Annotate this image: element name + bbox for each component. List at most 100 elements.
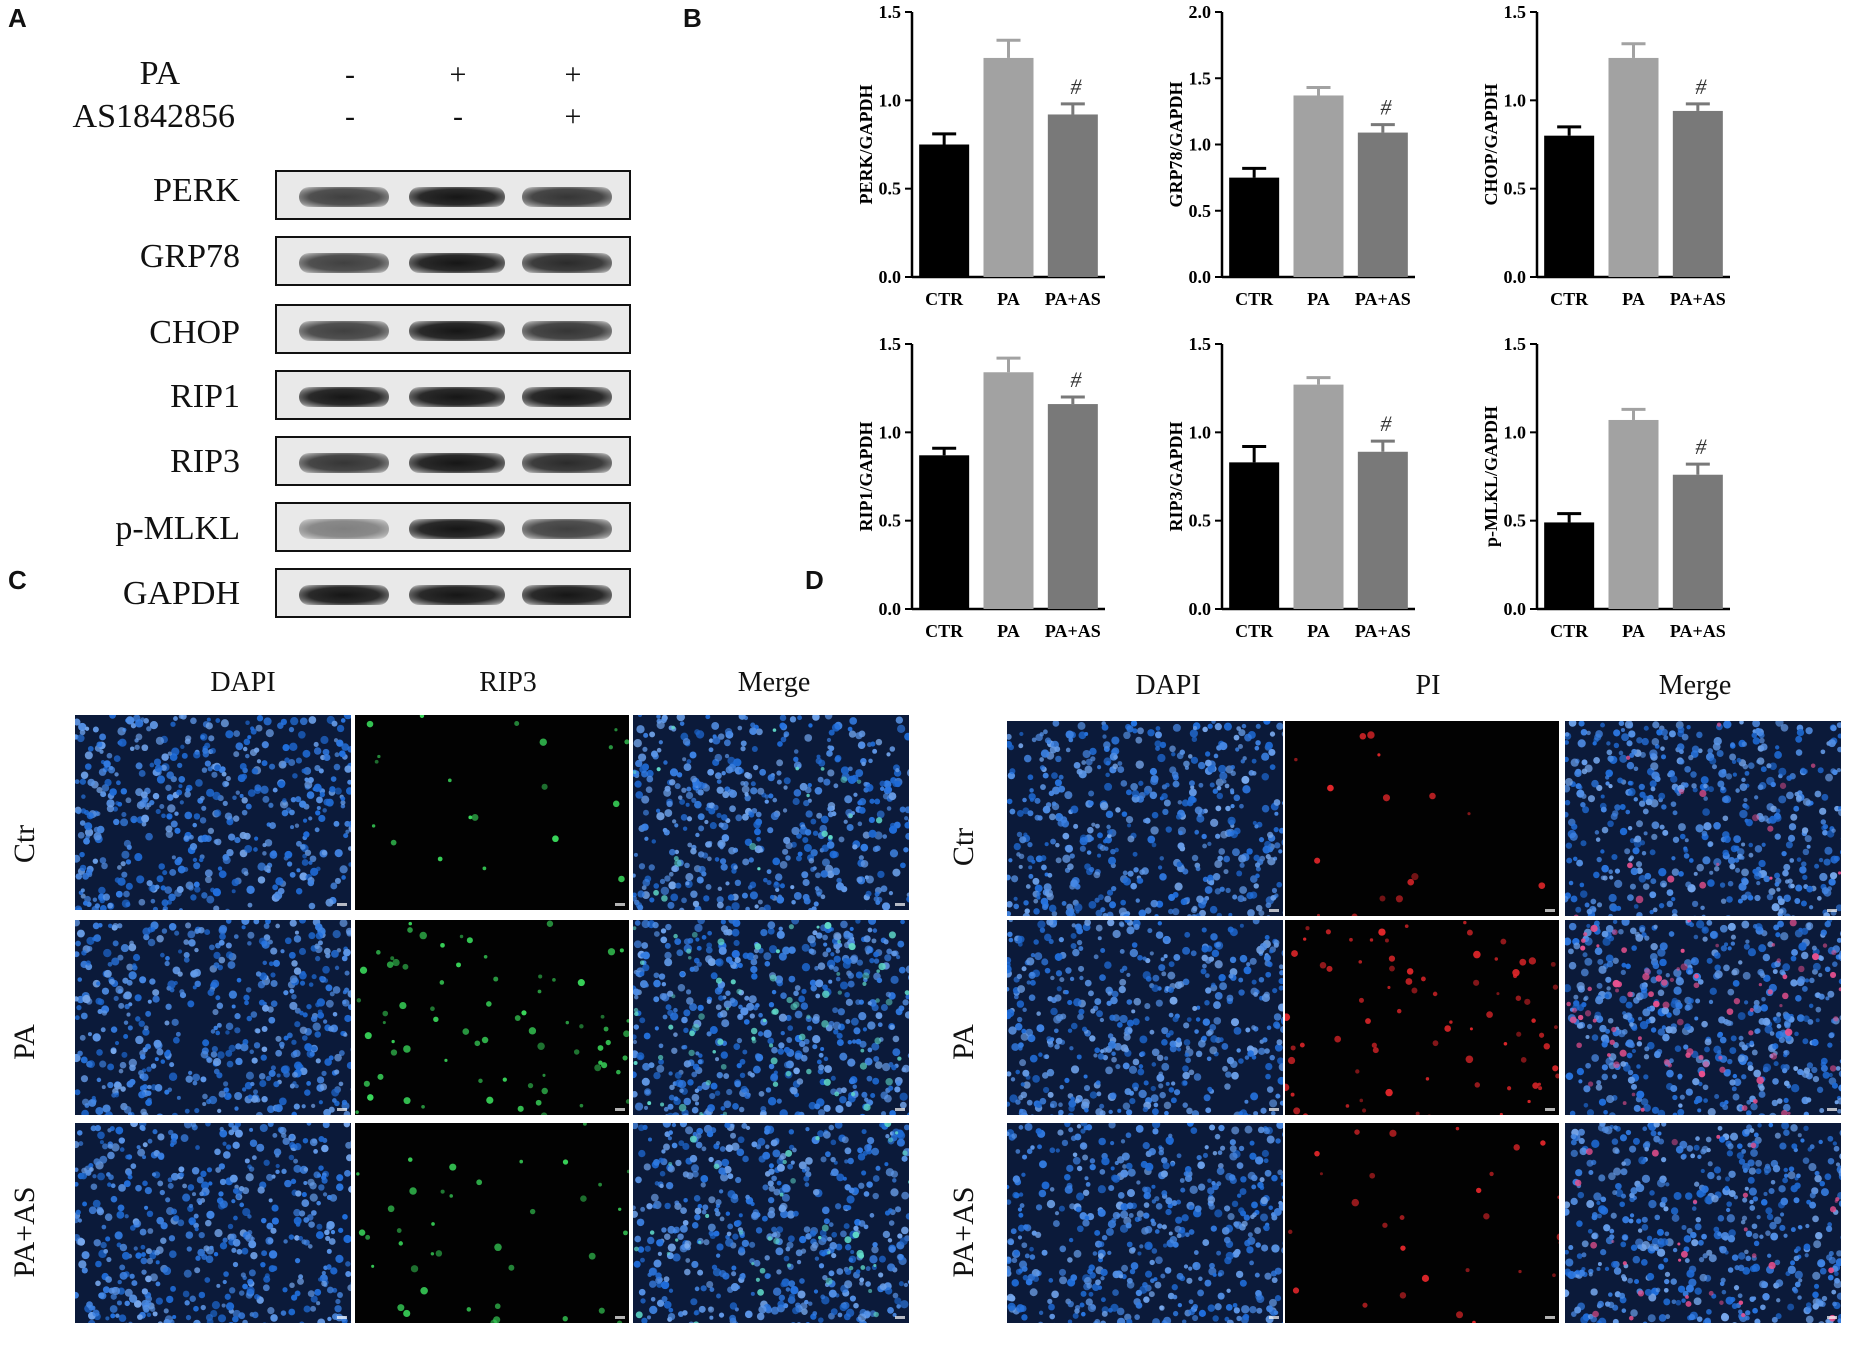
y-tick-label: 1.0	[879, 90, 902, 110]
cell-field	[75, 920, 351, 1115]
x-tick-label: PA+AS	[1045, 289, 1101, 309]
micrograph-c-pa-as-merge	[633, 1123, 909, 1323]
bar	[1293, 95, 1344, 277]
d-row-pa-as: PA+AS	[947, 1186, 980, 1278]
x-tick-label: PA+AS	[1670, 289, 1726, 309]
x-tick-label: PA+AS	[1355, 289, 1411, 309]
band-label-gapdh: GAPDH	[122, 575, 240, 612]
c-col-rip3: RIP3	[479, 667, 537, 698]
y-tick-label: 0.0	[1504, 267, 1527, 287]
c-col-merge: Merge	[737, 667, 811, 698]
x-tick-label: CTR	[1550, 621, 1589, 641]
c-col-dapi: DAPI	[210, 667, 276, 698]
bar	[1229, 177, 1280, 277]
y-tick-label: 0.5	[1504, 511, 1527, 531]
y-tick-label: 1.0	[1504, 422, 1527, 442]
significance-mark: #	[1695, 434, 1707, 459]
sign-pa-pa: +	[449, 58, 467, 91]
y-tick-label: 0.0	[879, 267, 902, 287]
scale-bar	[1545, 909, 1555, 912]
scale-bar	[1827, 1108, 1837, 1111]
bar	[1293, 384, 1344, 609]
x-tick-label: PA+AS	[1045, 621, 1101, 641]
d-col-dapi: DAPI	[1135, 670, 1201, 701]
chart-chop-gapdh: 0.0 0.5 1.0 1.5 CHOP/GAPDH CTR PA # PA+AS	[1481, 2, 1730, 309]
x-tick-label: PA	[997, 289, 1020, 309]
x-tick-label: CTR	[925, 621, 964, 641]
sign-pa-ctr: -	[345, 58, 355, 91]
scale-bar	[1545, 1316, 1555, 1319]
bar	[983, 372, 1034, 609]
bar	[1229, 462, 1280, 609]
x-tick-label: CTR	[1235, 289, 1274, 309]
y-tick-label: 2.0	[1189, 2, 1212, 22]
c-row-ctr: Ctr	[8, 824, 41, 864]
d-col-merge: Merge	[1658, 670, 1732, 701]
cell-field	[633, 920, 909, 1115]
micrograph-d-pa-dapi	[1007, 920, 1283, 1115]
y-tick-label: 0.5	[1189, 511, 1212, 531]
bar	[1672, 110, 1723, 277]
blot-rip3	[275, 436, 631, 486]
band-label-chop: CHOP	[149, 314, 240, 351]
sign-as-ctr: -	[345, 100, 355, 133]
y-axis-label: p-MLKL/GAPDH	[1481, 406, 1501, 547]
chart-grp78-gapdh: 0.0 0.5 1.0 1.5 2.0 GRP78/GAPDH CTR PA # PA+AS	[1166, 2, 1415, 309]
y-axis-label: RIP1/GAPDH	[856, 422, 876, 532]
c-row-pa: PA	[8, 1024, 41, 1060]
micrograph-d-pa-as-pi	[1285, 1123, 1559, 1323]
bar	[1608, 57, 1659, 277]
blot-p-mlkl	[275, 502, 631, 552]
sign-as-pa-as: +	[564, 100, 582, 133]
bar	[1672, 474, 1723, 609]
micrograph-c-pa-merge	[633, 920, 909, 1115]
significance-mark: #	[1695, 74, 1707, 99]
cell-field	[1007, 1123, 1283, 1323]
y-tick-label: 0.0	[1504, 599, 1527, 619]
scale-bar	[1269, 909, 1279, 912]
d-col-pi: PI	[1415, 670, 1441, 701]
cell-field	[1565, 920, 1841, 1115]
d-row-ctr: Ctr	[947, 827, 980, 867]
y-axis-label: RIP3/GAPDH	[1166, 422, 1186, 532]
cell-field	[366, 715, 629, 883]
cell-field	[1565, 1123, 1841, 1323]
treatment-label-as1842856: AS1842856	[72, 98, 235, 135]
micrograph-c-ctr-dapi	[75, 715, 351, 910]
bar	[919, 144, 970, 277]
blot-gapdh	[275, 568, 631, 618]
x-tick-label: PA+AS	[1670, 621, 1726, 641]
micrograph-d-ctr-pi	[1285, 721, 1559, 916]
blot-grp78	[275, 236, 631, 286]
x-tick-label: PA	[1622, 289, 1645, 309]
bar	[1357, 132, 1408, 277]
cell-field	[1007, 721, 1283, 916]
y-tick-label: 1.5	[1189, 334, 1212, 354]
cell-field	[633, 715, 909, 910]
treatment-label-pa: PA	[139, 55, 180, 92]
panel-letter-d: D	[805, 565, 824, 595]
y-tick-label: 1.0	[1189, 422, 1212, 442]
scale-bar	[337, 1108, 347, 1111]
bar	[1608, 419, 1659, 609]
scale-bar	[615, 903, 625, 906]
scale-bar	[895, 1108, 905, 1111]
cell-field	[355, 920, 629, 1115]
y-tick-label: 0.0	[1189, 599, 1212, 619]
scale-bar	[337, 903, 347, 906]
c-row-pa-as: PA+AS	[8, 1186, 41, 1278]
scale-bar	[1827, 1316, 1837, 1319]
micrograph-d-ctr-dapi	[1007, 721, 1283, 916]
y-tick-label: 1.5	[1189, 68, 1212, 88]
scale-bar	[895, 903, 905, 906]
cell-field	[356, 1123, 629, 1323]
y-tick-label: 1.5	[1504, 334, 1527, 354]
scale-bar	[1269, 1316, 1279, 1319]
band-label-rip3: RIP3	[170, 443, 240, 480]
band-label-perk: PERK	[153, 172, 240, 209]
y-tick-label: 0.5	[879, 511, 902, 531]
micrograph-c-pa-as-rip3	[355, 1123, 629, 1323]
scale-bar	[1827, 909, 1837, 912]
sign-pa-pa-as: +	[564, 58, 582, 91]
sign-as-pa: -	[453, 100, 463, 133]
